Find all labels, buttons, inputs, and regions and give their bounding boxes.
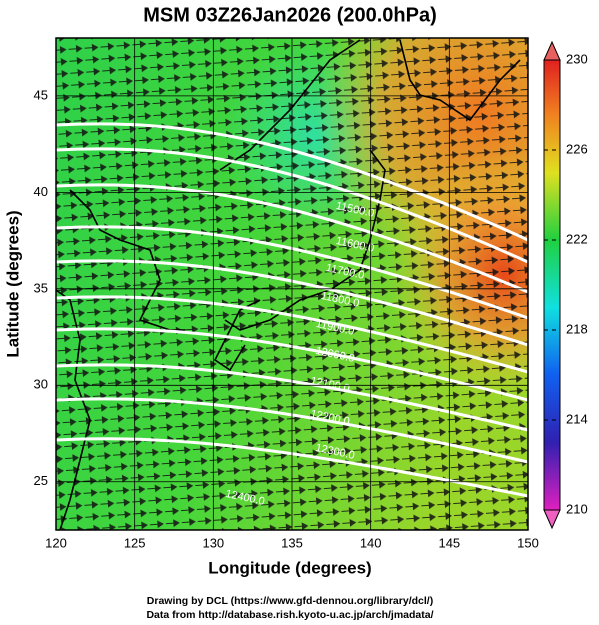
title: MSM 03Z26Jan2026 (200.0hPa) [143,4,437,26]
coastline [224,149,386,331]
contour-line [56,397,528,464]
colorbar-extend [543,509,561,530]
credit: Data from http://database.rish.kyoto-u.a… [146,609,433,621]
y-tick-label: 40 [34,184,48,199]
colorbar: 210 214 218 222 226 230 [543,40,588,530]
coastline [399,39,521,122]
colorbar-tick-label: 218 [566,321,588,336]
colorbar-tick-label: 222 [566,231,588,246]
colorbar-tick-label: 210 [566,501,588,516]
contour-line [56,363,528,432]
x-axis-label: Longitude (degrees) [208,558,371,577]
y-tick-label: 35 [34,280,48,295]
colorbar-tick-label: 214 [566,411,588,426]
y-axis-label: Latitude (degrees) [3,210,22,357]
x-tick-label: 125 [124,535,146,550]
colorbar-tick-label: 226 [566,141,588,156]
coastline [69,189,185,331]
colorbar-body [543,59,561,511]
colorbar-extend [543,40,561,61]
contour-line [56,147,528,264]
contour-line [56,259,528,347]
frame [55,37,529,531]
coastline [219,39,361,171]
x-tick-label: 150 [517,535,539,550]
colorbar-tick-label: 230 [566,51,588,66]
y-tick-label: 45 [34,87,48,102]
x-tick-label: 135 [281,535,303,550]
contour-line [56,437,528,498]
y-tick-label: 25 [34,473,48,488]
contour-line [56,327,528,402]
x-tick-label: 120 [45,535,67,550]
contour-line [56,295,528,374]
x-tick-label: 130 [202,535,224,550]
x-tick-label: 145 [438,535,460,550]
contour-line [56,122,528,242]
contour-line [56,183,528,294]
x-tick-label: 140 [360,535,382,550]
credit: Drawing by DCL (https://www.gfd-dennou.o… [147,595,433,607]
y-tick-label: 30 [34,377,48,392]
